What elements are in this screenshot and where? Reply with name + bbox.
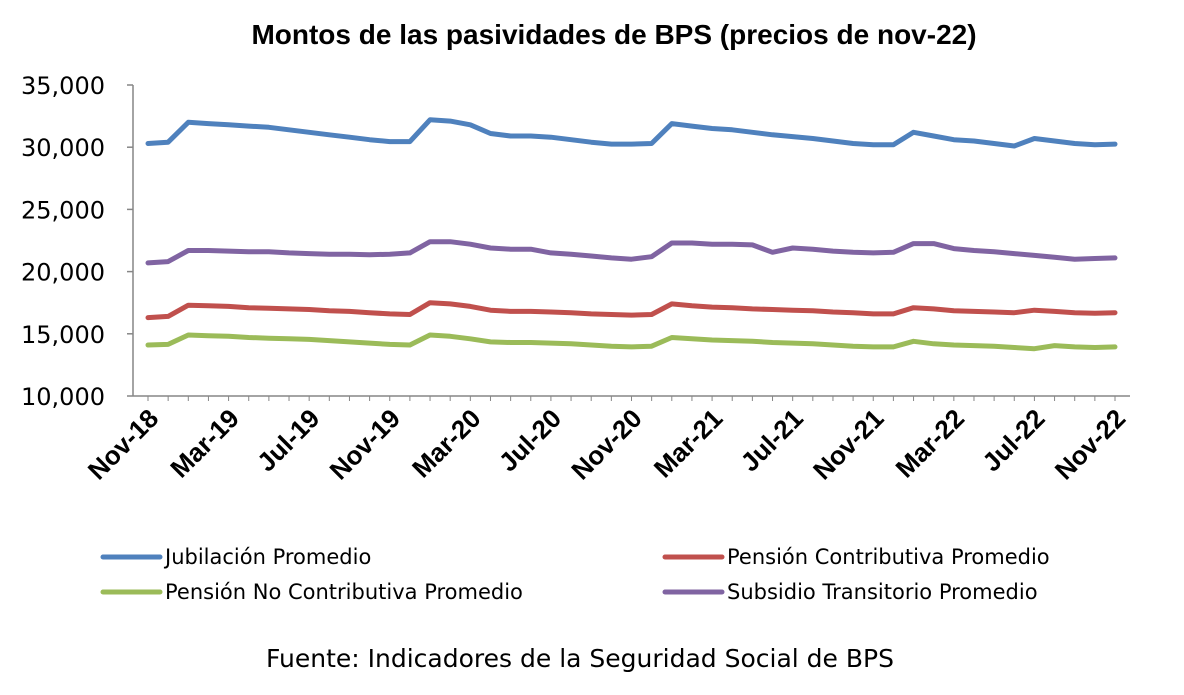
y-tick-label: 35,000 bbox=[21, 72, 105, 100]
legend-label: Pensión No Contributiva Promedio bbox=[165, 580, 523, 604]
x-tick-label: Jul-22 bbox=[976, 403, 1050, 477]
x-tick-label: Nov-19 bbox=[323, 403, 406, 486]
x-tick-label: Nov-22 bbox=[1049, 403, 1132, 486]
x-tick-label: Mar-21 bbox=[648, 403, 728, 483]
y-tick-label: 20,000 bbox=[21, 259, 105, 287]
legend-label: Pensión Contributiva Promedio bbox=[727, 545, 1050, 569]
source-note: Fuente: Indicadores de la Seguridad Soci… bbox=[266, 644, 894, 673]
y-tick-label: 30,000 bbox=[21, 134, 105, 162]
x-tick-label: Jul-19 bbox=[251, 403, 325, 477]
x-tick-label: Jul-21 bbox=[735, 403, 809, 477]
chart-title: Montos de las pasividades de BPS (precio… bbox=[251, 19, 976, 50]
legend-label: Subsidio Transitorio Promedio bbox=[727, 580, 1038, 604]
x-tick-label: Mar-19 bbox=[164, 403, 244, 483]
x-tick-label: Jul-20 bbox=[493, 403, 567, 477]
y-tick-label: 15,000 bbox=[21, 321, 105, 349]
y-tick-label: 25,000 bbox=[21, 196, 105, 224]
plot-area: 10,000 15,000 20,000 25,000 30,000 35,000 Nov-… bbox=[21, 72, 1131, 486]
y-tick-label: 10,000 bbox=[21, 383, 105, 411]
legend-label: Jubilación Promedio bbox=[163, 545, 371, 569]
x-tick-label: Nov-21 bbox=[807, 403, 890, 486]
series-line-2 bbox=[145, 300, 1118, 321]
series-line-1 bbox=[145, 117, 1118, 149]
x-tick-label: Mar-22 bbox=[890, 403, 970, 483]
x-tick-label: Mar-20 bbox=[406, 403, 486, 483]
series-line-3 bbox=[145, 332, 1118, 352]
x-tick-label: Nov-20 bbox=[565, 403, 648, 486]
legend: Jubilación Promedio Pensión Contributiva … bbox=[100, 545, 1050, 604]
series-line-4 bbox=[145, 239, 1118, 266]
x-tick-label: Nov-18 bbox=[82, 403, 165, 486]
